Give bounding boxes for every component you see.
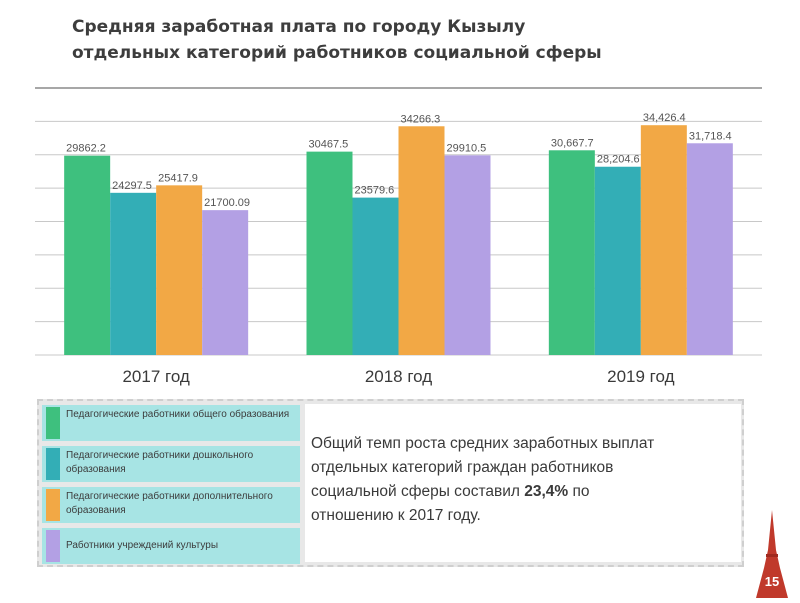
bar xyxy=(306,151,353,355)
data-label: 28,204.6 xyxy=(597,154,640,166)
bar xyxy=(594,166,641,355)
legend-item-general-education: Педагогические работники общего образова… xyxy=(42,405,300,441)
summary-line-3: социальной сферы составил 23,4% по xyxy=(311,480,741,504)
bar xyxy=(686,143,733,355)
summary-line-4: отношению к 2017 году. xyxy=(311,507,481,524)
x-tick-label: 2017 год xyxy=(122,367,189,386)
legend-label-additional-education: Педагогические работники дополнительного… xyxy=(66,491,273,516)
data-label: 31,718.4 xyxy=(689,130,732,142)
bar xyxy=(64,155,111,355)
data-label: 29862.2 xyxy=(66,143,106,155)
page-badge: 15 xyxy=(752,510,792,598)
summary-line-3-prefix: социальной сферы составил xyxy=(311,483,525,500)
page-title: Средняя заработная плата по городу Кызыл… xyxy=(72,14,712,66)
bar xyxy=(548,150,595,355)
data-label: 25417.9 xyxy=(158,172,198,184)
data-label: 24297.5 xyxy=(112,180,152,192)
growth-percentage: 23,4% xyxy=(524,483,569,500)
data-label: 34,426.4 xyxy=(643,112,686,124)
bar xyxy=(156,185,203,355)
summary-line-2: отдельных категорий граждан работников xyxy=(311,459,614,476)
data-label: 34266.3 xyxy=(401,113,441,125)
summary-text: Общий темп роста средних заработных выпл… xyxy=(311,432,741,528)
legend-swatch-additional-education xyxy=(46,489,60,521)
legend-swatch-preschool-education xyxy=(46,448,60,480)
legend-label-preschool-education: Педагогические работники дошкольного обр… xyxy=(66,450,254,475)
page-number: 15 xyxy=(764,574,780,589)
x-tick-label: 2019 год xyxy=(607,367,674,386)
bar xyxy=(398,126,445,355)
bar xyxy=(202,210,249,355)
legend-label-general-education: Педагогические работники общего образова… xyxy=(66,409,290,420)
summary-line-3-suffix: по xyxy=(568,483,590,500)
legend-swatch-general-education xyxy=(46,407,60,439)
x-tick-label: 2018 год xyxy=(365,367,432,386)
bar xyxy=(352,197,399,355)
data-label: 29910.5 xyxy=(447,142,487,154)
data-label: 21700.09 xyxy=(204,197,250,209)
bar xyxy=(444,155,491,355)
bar xyxy=(640,125,687,355)
chart-legend: Педагогические работники общего образова… xyxy=(42,405,300,569)
bar-chart: 29862.2 24297.5 25417.9 21700.09 2017 год 304… xyxy=(35,87,762,386)
legend-swatch-culture-workers xyxy=(46,530,60,562)
tower-icon xyxy=(756,510,788,598)
summary-line-1: Общий темп роста средних заработных выпл… xyxy=(311,435,655,452)
bar xyxy=(110,192,157,355)
legend-item-preschool-education: Педагогические работники дошкольного обр… xyxy=(42,446,300,482)
data-label: 30,667.7 xyxy=(551,137,594,149)
title-line-2: отдельных категорий работников социально… xyxy=(72,43,602,63)
legend-item-culture-workers: Работники учреждений культуры xyxy=(42,528,300,564)
title-line-1: Средняя заработная плата по городу Кызыл… xyxy=(72,17,526,37)
summary-box: Общий темп роста средних заработных выпл… xyxy=(305,404,741,562)
data-label: 30467.5 xyxy=(309,139,349,151)
legend-label-culture-workers: Работники учреждений культуры xyxy=(66,540,219,551)
legend-item-additional-education: Педагогические работники дополнительного… xyxy=(42,487,300,523)
data-label: 23579.6 xyxy=(355,185,395,197)
